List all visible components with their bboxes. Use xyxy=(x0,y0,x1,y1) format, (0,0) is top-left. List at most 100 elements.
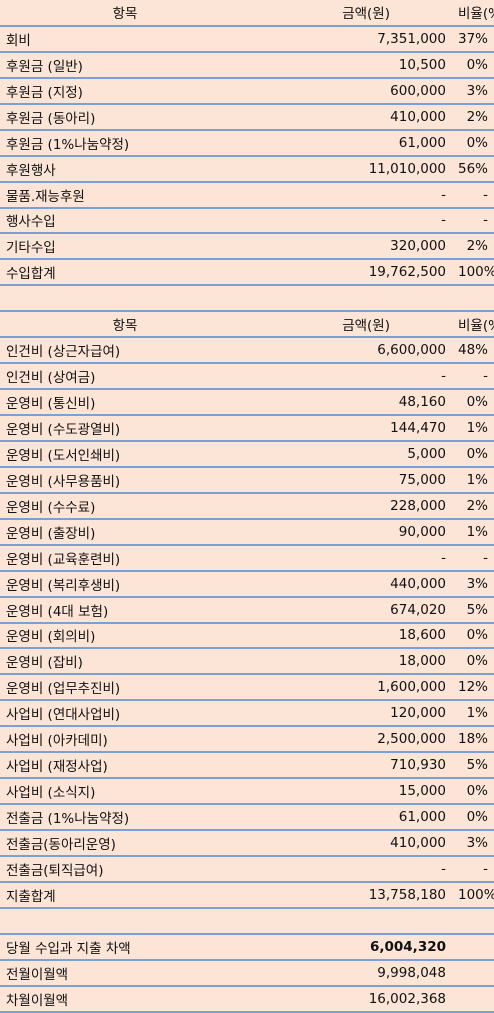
ratio-cell: - xyxy=(452,363,494,391)
amount-cell: 19,762,500 xyxy=(250,259,452,287)
ratio-cell: 0% xyxy=(452,51,494,79)
amount-cell: 48,160 xyxy=(250,389,452,416)
expense-row: 운영비 (교육훈련비) - - xyxy=(0,544,494,572)
item-cell: 사업비 (연대사업비) xyxy=(0,700,250,728)
item-cell: 인건비 (상근자급여) xyxy=(0,337,250,365)
expense-row: 지출합계 13,758,180 100% xyxy=(0,881,494,909)
header-ratio: 비율(%) xyxy=(452,0,494,27)
amount-cell: 18,600 xyxy=(250,622,452,650)
ratio-cell: 1% xyxy=(452,466,494,494)
expense-row: 사업비 (아카데미) 2,500,000 18% xyxy=(0,726,494,754)
item-cell: 전출금(퇴직급여) xyxy=(0,855,250,883)
ratio-cell: 1% xyxy=(452,415,494,442)
expense-row: 운영비 (4대 보험) 674,020 5% xyxy=(0,596,494,624)
item-cell: 사업비 (재정사업) xyxy=(0,752,250,780)
empty-cell xyxy=(0,907,250,935)
amount-cell: 15,000 xyxy=(250,778,452,806)
item-cell: 운영비 (수도광열비) xyxy=(0,415,250,442)
ratio-cell: 18% xyxy=(452,726,494,754)
income-row: 후원금 (지정) 600,000 3% xyxy=(0,77,494,105)
empty-cell xyxy=(250,907,452,935)
ratio-cell: 48% xyxy=(452,337,494,365)
expense-row: 운영비 (복리후생비) 440,000 3% xyxy=(0,570,494,598)
ratio-cell: 0% xyxy=(452,389,494,416)
item-cell: 운영비 (도서인쇄비) xyxy=(0,440,250,468)
item-cell: 운영비 (잡비) xyxy=(0,648,250,676)
amount-cell: 120,000 xyxy=(250,700,452,728)
empty-cell xyxy=(452,285,494,313)
header-amount: 금액(원) xyxy=(250,0,452,27)
item-cell: 전출금(동아리운영) xyxy=(0,830,250,857)
item-cell: 전월이월액 xyxy=(0,959,250,987)
ratio-cell: 0% xyxy=(452,778,494,806)
amount-cell: 13,758,180 xyxy=(250,881,452,909)
amount-cell: 11,010,000 xyxy=(250,155,452,183)
amount-cell: - xyxy=(250,181,452,209)
ratio-cell: 3% xyxy=(452,830,494,857)
ratio-cell: - xyxy=(452,207,494,235)
ratio-cell: 3% xyxy=(452,77,494,105)
expense-row: 운영비 (통신비) 48,160 0% xyxy=(0,389,494,416)
amount-cell: 5,000 xyxy=(250,440,452,468)
amount-cell: 410,000 xyxy=(250,103,452,131)
empty-cell xyxy=(452,907,494,935)
amount-cell: 9,998,048 xyxy=(250,959,452,987)
ratio-cell: 56% xyxy=(452,155,494,183)
income-row: 기타수입 320,000 2% xyxy=(0,233,494,261)
amount-cell: - xyxy=(250,855,452,883)
ratio-cell: 2% xyxy=(452,103,494,131)
amount-cell: 61,000 xyxy=(250,129,452,157)
ratio-cell: 5% xyxy=(452,596,494,624)
expense-row: 운영비 (잡비) 18,000 0% xyxy=(0,648,494,676)
amount-cell: 600,000 xyxy=(250,77,452,105)
spacer-row xyxy=(0,285,494,313)
amount-cell: 410,000 xyxy=(250,830,452,857)
income-row: 물품.재능후원 - - xyxy=(0,181,494,209)
ratio-cell: 2% xyxy=(452,492,494,520)
ratio-cell: 0% xyxy=(452,648,494,676)
ratio-cell: - xyxy=(452,544,494,572)
amount-cell: 228,000 xyxy=(250,492,452,520)
ratio-cell: 0% xyxy=(452,440,494,468)
amount-cell: 440,000 xyxy=(250,570,452,598)
item-cell: 행사수입 xyxy=(0,207,250,235)
expense-row: 운영비 (회의비) 18,600 0% xyxy=(0,622,494,650)
empty-cell xyxy=(250,285,452,313)
expense-row: 사업비 (연대사업비) 120,000 1% xyxy=(0,700,494,728)
item-cell: 사업비 (소식지) xyxy=(0,778,250,806)
item-cell: 회비 xyxy=(0,25,250,53)
item-cell: 운영비 (업무추진비) xyxy=(0,674,250,702)
income-row: 후원행사 11,010,000 56% xyxy=(0,155,494,183)
amount-cell: 90,000 xyxy=(250,518,452,546)
amount-cell: 75,000 xyxy=(250,466,452,494)
ratio-cell: 1% xyxy=(452,518,494,546)
amount-cell: - xyxy=(250,363,452,391)
header-item: 항목 xyxy=(0,311,250,339)
amount-cell: 16,002,368 xyxy=(250,985,452,1013)
income-row: 후원금 (1%나눔약정) 61,000 0% xyxy=(0,129,494,157)
item-cell: 후원금 (지정) xyxy=(0,77,250,105)
expense-row: 인건비 (상근자급여) 6,600,000 48% xyxy=(0,337,494,365)
header-amount: 금액(원) xyxy=(250,311,452,339)
spacer-row xyxy=(0,907,494,935)
income-row: 행사수입 - - xyxy=(0,207,494,235)
expense-row: 사업비 (소식지) 15,000 0% xyxy=(0,778,494,806)
amount-cell: 6,004,320 xyxy=(250,933,452,961)
item-cell: 운영비 (출장비) xyxy=(0,518,250,546)
empty-cell xyxy=(452,959,494,987)
amount-cell: 6,600,000 xyxy=(250,337,452,365)
header-item: 항목 xyxy=(0,0,250,27)
amount-cell: 7,351,000 xyxy=(250,25,452,53)
expense-row: 운영비 (도서인쇄비) 5,000 0% xyxy=(0,440,494,468)
empty-cell xyxy=(0,285,250,313)
item-cell: 사업비 (아카데미) xyxy=(0,726,250,754)
income-row: 수입합계 19,762,500 100% xyxy=(0,259,494,287)
ratio-cell: 0% xyxy=(452,129,494,157)
item-cell: 운영비 (4대 보험) xyxy=(0,596,250,624)
header-ratio: 비율(%) xyxy=(452,311,494,339)
income-row: 회비 7,351,000 37% xyxy=(0,25,494,53)
item-cell: 수입합계 xyxy=(0,259,250,287)
